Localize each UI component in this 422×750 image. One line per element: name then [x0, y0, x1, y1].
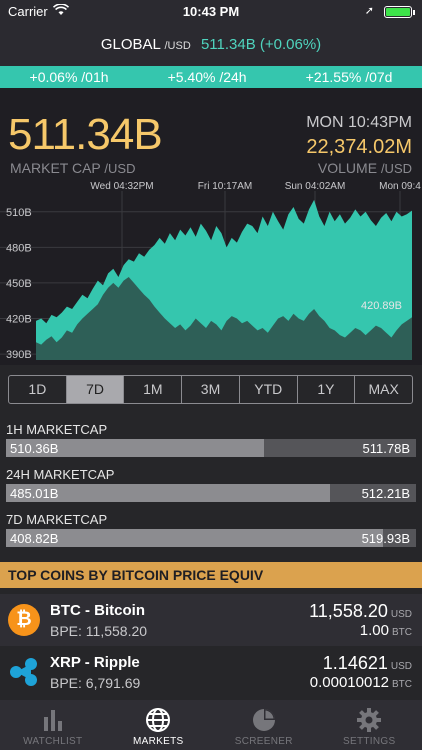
range-3m[interactable]: 3M	[182, 376, 240, 403]
datetime-label: MON 10:43PM	[306, 114, 412, 131]
gear-icon	[357, 708, 382, 732]
marketcap-7d-label: 7D MARKETCAP	[6, 512, 108, 527]
globe-icon	[146, 708, 171, 732]
tab-settings[interactable]: SETTINGS	[317, 700, 422, 750]
coin-usd-price: 11,558.20 USD	[309, 601, 412, 622]
volume-label: VOLUME /USD	[318, 160, 412, 176]
coin-usd-value: 11,558.20	[309, 601, 388, 621]
tab-markets-label: MARKETS	[133, 736, 184, 747]
coin-usd-price: 1.14621 USD	[323, 653, 412, 674]
coin-name: XRP - Ripple	[50, 654, 140, 671]
bar-chart-icon	[43, 710, 62, 731]
market-cap-chart[interactable]: 390B 420B 450B 480B 510B Wed 04:32PM Fri 10:17…	[0, 180, 422, 365]
tab-watchlist-label: WATCHLIST	[23, 736, 83, 747]
coin-btc-price: 0.00010012 BTC	[310, 674, 412, 691]
x-tick-label: Wed 04:32PM	[90, 181, 153, 192]
y-tick-label: 480B	[6, 242, 32, 254]
coin-usd-unit: USD	[390, 661, 412, 672]
marketcap-24h-low: 485.01B	[10, 486, 59, 501]
range-1y[interactable]: 1Y	[298, 376, 356, 403]
volume-value: 22,374.02M	[306, 136, 412, 158]
marketcap-7d-bar: 408.82B 519.93B	[6, 529, 416, 547]
coin-row-btc[interactable]: ₿ BTC - Bitcoin BPE: 11,558.20 11,558.20…	[0, 594, 422, 646]
marketcap-1h-fill	[6, 439, 265, 457]
last-value-label: 420.89B	[361, 300, 402, 312]
marketcap-7d-high: 519.93B	[361, 531, 410, 546]
marketcap-24h-fill	[6, 484, 330, 502]
coin-btc-value: 0.00010012	[309, 674, 389, 691]
global-title: GLOBAL	[100, 36, 161, 53]
market-cap-label: MARKET CAP /USD	[10, 160, 135, 176]
marketcap-1h-bar: 510.36B 511.78B	[6, 439, 416, 457]
change-7d: +21.55% /07d	[305, 69, 393, 85]
range-7d[interactable]: 7D	[66, 376, 125, 403]
market-cap-unit: /USD	[104, 161, 136, 176]
range-max[interactable]: MAX	[368, 381, 399, 397]
market-summary: 511.34B MARKET CAP /USD MON 10:43PM 22,3…	[0, 88, 422, 180]
global-unit: /USD	[164, 40, 191, 52]
y-tick-label: 420B	[6, 314, 32, 326]
marketcap-7d-low: 408.82B	[10, 531, 59, 546]
y-tick-label: 450B	[6, 278, 32, 290]
coin-btc-unit: BTC	[392, 627, 412, 638]
marketcap-7d-fill	[6, 529, 384, 547]
y-tick-label: 390B	[6, 349, 32, 361]
change-1h: +0.06% /01h	[29, 69, 109, 85]
x-tick-label: Fri 10:17AM	[198, 181, 252, 192]
tab-watchlist[interactable]: WATCHLIST	[0, 700, 106, 750]
x-tick-label: Sun 04:02AM	[285, 181, 346, 192]
marketcap-1h-label: 1H MARKETCAP	[6, 422, 108, 437]
range-ytd[interactable]: YTD	[240, 376, 298, 403]
coin-bpe: BPE: 6,791.69	[50, 675, 141, 691]
marketcap-24h-label: 24H MARKETCAP	[6, 467, 115, 482]
ripple-logo	[8, 656, 40, 688]
coin-row-xrp[interactable]: XRP - Ripple BPE: 6,791.69 1.14621 USD 0.…	[0, 646, 422, 698]
market-cap-label-text: MARKET CAP	[10, 160, 101, 176]
clock: 10:43 PM	[182, 4, 240, 19]
marketcap-1h-high: 511.78B	[362, 441, 410, 456]
range-1m[interactable]: 1M	[124, 376, 183, 403]
battery-icon	[384, 6, 415, 18]
x-tick-label: Mon 09:4	[379, 181, 421, 192]
global-header: GLOBAL /USD 511.34B (+0.06%)	[0, 24, 422, 66]
pie-chart-icon	[252, 709, 275, 731]
status-bar: Carrier 10:43 PM ➚	[0, 0, 422, 24]
location-arrow-icon: ➚	[364, 5, 374, 17]
change-bar: +0.06% /01h +5.40% /24h +21.55% /07d	[0, 66, 422, 88]
bitcoin-logo: ₿	[8, 604, 40, 636]
global-value: 511.34B (+0.06%)	[200, 36, 322, 53]
volume-unit: /USD	[380, 161, 412, 176]
marketcap-7d: 7D MARKETCAP 408.82B 519.93B	[6, 512, 416, 547]
marketcap-24h-bar: 485.01B 512.21B	[6, 484, 416, 502]
coin-btc-price: 1.00 BTC	[360, 622, 412, 639]
market-cap-value: 511.34B	[8, 110, 163, 159]
range-1d[interactable]: 1D	[9, 376, 67, 403]
tab-screener-label: SCREENER	[234, 736, 293, 747]
chart-svg: 390B 420B 450B 480B 510B Wed 04:32PM Fri 10:17…	[0, 181, 421, 361]
coin-name: BTC - Bitcoin	[50, 602, 145, 619]
coin-btc-unit: BTC	[392, 679, 412, 690]
top-coins-header: TOP COINS BY BITCOIN PRICE EQUIV	[0, 562, 422, 588]
y-tick-label: 510B	[6, 207, 32, 219]
tab-markets[interactable]: MARKETS	[106, 700, 212, 750]
wifi-icon	[52, 3, 70, 19]
coin-btc-value: 1.00	[359, 622, 389, 639]
carrier-label: Carrier	[8, 4, 48, 19]
range-selector: 1D 7D 1M 3M YTD 1Y MAX	[8, 375, 413, 404]
volume-area	[36, 277, 412, 360]
marketcap-24h-high: 512.21B	[361, 486, 410, 501]
change-24h: +5.40% /24h	[167, 69, 247, 85]
volume-label-text: VOLUME	[317, 160, 378, 176]
marketcap-24h: 24H MARKETCAP 485.01B 512.21B	[6, 467, 416, 502]
marketcap-1h-low: 510.36B	[10, 441, 59, 456]
tab-screener[interactable]: SCREENER	[211, 700, 317, 750]
tab-settings-label: SETTINGS	[343, 736, 396, 747]
coin-usd-unit: USD	[390, 609, 412, 620]
coin-usd-value: 1.14621	[322, 653, 388, 673]
marketcap-1h: 1H MARKETCAP 510.36B 511.78B	[6, 422, 416, 457]
tab-bar: WATCHLIST MARKETS SCREENER SETTINGS	[0, 700, 422, 750]
coin-bpe: BPE: 11,558.20	[50, 623, 148, 639]
